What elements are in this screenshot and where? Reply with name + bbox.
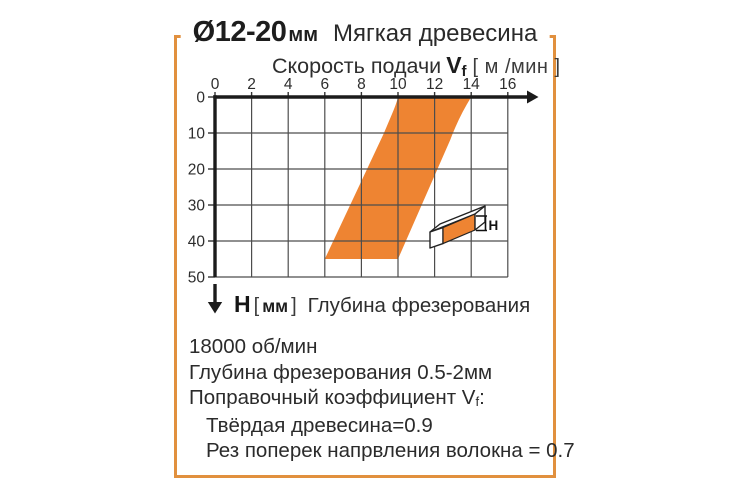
rpm-note: 18000 об/мин xyxy=(189,335,318,358)
coefficient-symbol: V xyxy=(461,386,476,409)
feed-speed-symbol: V xyxy=(446,52,462,78)
x-axis-title: Скорость подачи Vf [ м /мин ] xyxy=(272,52,561,80)
x-axis-title-text: Скорость подачи xyxy=(272,54,442,78)
coefficient-note-text: Поправочный коэффициент xyxy=(189,386,462,409)
page-title: Ø12-20 мм Мягкая древесина xyxy=(180,16,550,50)
y-axis-unit: мм xyxy=(262,296,289,316)
y-unit-bracket-open: [ xyxy=(253,295,260,317)
depth-range-note: Глубина фрезерования 0.5-2мм xyxy=(189,360,493,384)
hard-wood-note: Твёрдая древесина=0.9 xyxy=(206,413,433,437)
coefficient-subscript: f xyxy=(475,394,480,409)
x-axis-unit: [ м /мин ] xyxy=(472,56,561,78)
coefficient-note: Поправочный коэффициент Vf: xyxy=(189,385,575,413)
diameter-range: Ø12-20 xyxy=(192,16,287,48)
y-axis-title-text: Глубина фрезерования xyxy=(307,294,531,317)
material-name: Мягкая древесина xyxy=(333,20,538,47)
diameter-unit: мм xyxy=(288,24,318,46)
cross-grain-note: Рез поперек напрвления волокна = 0.7 xyxy=(206,439,575,462)
coefficient-colon: : xyxy=(479,386,485,409)
feed-speed-subscript: f xyxy=(461,63,467,80)
depth-symbol: H xyxy=(234,291,251,317)
notes-block: 18000 об/мин Глубина фрезерования 0.5-2м… xyxy=(189,334,575,464)
y-unit-bracket-close: ] xyxy=(291,295,297,317)
y-axis-title: H[мм] Глубина фрезерования xyxy=(234,291,530,318)
